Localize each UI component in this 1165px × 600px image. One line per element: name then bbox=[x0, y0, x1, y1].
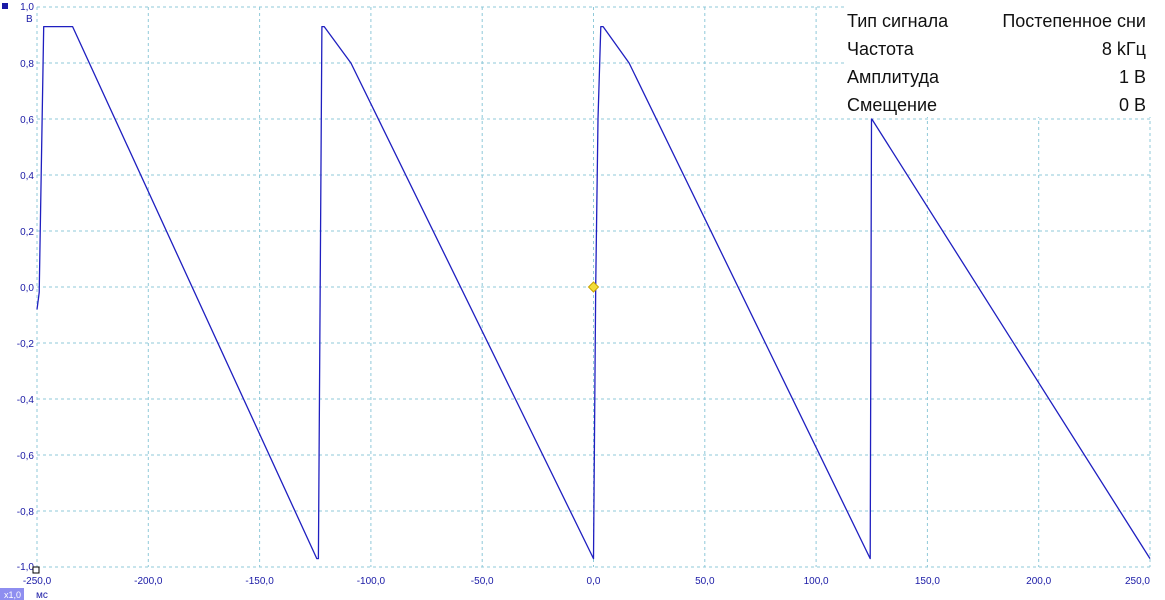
y-tick-label: 0,8 bbox=[20, 59, 34, 70]
info-label-offset: Смещение bbox=[847, 95, 937, 115]
x-tick-label: -100,0 bbox=[357, 576, 386, 587]
info-panel-background bbox=[845, 4, 1151, 117]
x-tick-label: 100,0 bbox=[804, 576, 829, 587]
y-tick-label: -0,6 bbox=[17, 451, 35, 462]
x-tick-label: 250,0 bbox=[1125, 576, 1150, 587]
x-tick-label: 50,0 bbox=[695, 576, 715, 587]
scale-badge-label: x1,0 bbox=[4, 590, 21, 600]
y-tick-label: 0,4 bbox=[20, 171, 34, 182]
y-tick-label: -1,0 bbox=[17, 562, 35, 573]
y-tick-label: 1,0 bbox=[20, 2, 34, 13]
x-tick-label: 150,0 bbox=[915, 576, 940, 587]
y-tick-label: -0,8 bbox=[17, 507, 35, 518]
info-value-amplitude: 1 В bbox=[1119, 67, 1146, 87]
ruler-handle-icon[interactable] bbox=[32, 566, 40, 574]
x-tick-label: -200,0 bbox=[134, 576, 163, 587]
y-tick-label: -0,2 bbox=[17, 339, 35, 350]
info-value-offset: 0 В bbox=[1119, 95, 1146, 115]
trigger-point-marker[interactable] bbox=[587, 281, 600, 293]
x-axis-ticks: -250,0 -200,0 -150,0 -100,0 -50,0 0,0 50,0 100,… bbox=[23, 576, 1151, 587]
info-panel: Тип сигнала Постепенное сни Частота 8 kГ… bbox=[845, 4, 1151, 117]
info-label-amplitude: Амплитуда bbox=[847, 67, 940, 87]
x-unit-label: мс bbox=[36, 590, 48, 600]
x-tick-label: 200,0 bbox=[1026, 576, 1051, 587]
y-tick-label: 0,6 bbox=[20, 115, 34, 126]
scale-badge bbox=[0, 588, 24, 600]
x-tick-label: -250,0 bbox=[23, 576, 52, 587]
trace-group bbox=[36, 25, 1151, 560]
y-tick-label: 0,2 bbox=[20, 227, 34, 238]
y-axis-ticks: 1,0 0,8 0,6 0,4 0,2 0,0 -0,2 -0,4 -0,6 -0,8 -1,0 bbox=[17, 2, 35, 573]
y-unit-label: В bbox=[26, 14, 33, 25]
info-label-frequency: Частота bbox=[847, 39, 915, 59]
x-tick-label: -50,0 bbox=[471, 576, 494, 587]
x-tick-label: 0,0 bbox=[587, 576, 601, 587]
channel-marker-icon bbox=[2, 3, 8, 9]
x-tick-label: -150,0 bbox=[245, 576, 274, 587]
y-tick-label: 0,0 bbox=[20, 283, 34, 294]
info-value-signal-type: Постепенное сни bbox=[1002, 11, 1146, 31]
signal-trace-line bbox=[36, 25, 1151, 560]
info-label-signal-type: Тип сигнала bbox=[847, 11, 949, 31]
y-tick-label: -0,4 bbox=[17, 395, 35, 406]
info-value-frequency: 8 kГц bbox=[1102, 39, 1146, 59]
